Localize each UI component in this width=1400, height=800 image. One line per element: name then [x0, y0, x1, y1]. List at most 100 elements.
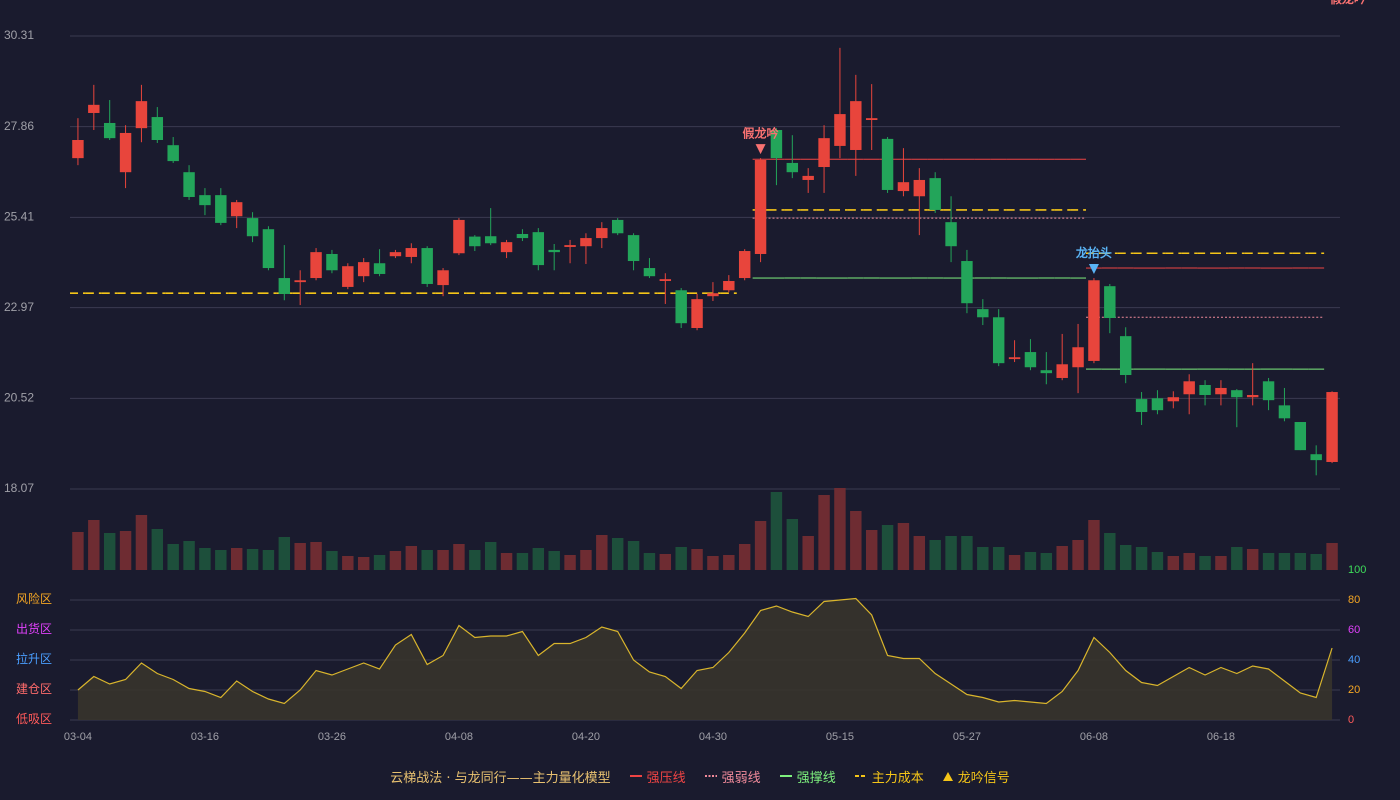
volume-bar — [992, 547, 1005, 570]
candle-body — [691, 299, 703, 329]
x-tick-label: 06-08 — [1080, 731, 1108, 743]
candle-body — [183, 172, 195, 197]
candle-body — [627, 235, 640, 262]
candle-body — [437, 270, 449, 286]
candle-body — [310, 252, 322, 279]
y-tick-label: 25.41 — [4, 210, 34, 224]
candle-body — [516, 234, 529, 239]
candle-body — [723, 281, 735, 291]
candle-body — [1072, 347, 1084, 368]
volume-bar — [230, 548, 243, 570]
candle-body — [1310, 454, 1322, 461]
legend: 云梯战法 · 与龙同行——主力量化模型 强压线 强弱线 强撑线 主力成本 龙吟信号 — [0, 764, 1400, 788]
volume-bar — [961, 536, 973, 570]
candle-body — [580, 238, 592, 247]
candle-body — [1135, 399, 1148, 413]
x-tick-label: 03-16 — [191, 731, 219, 743]
candle-body — [1326, 392, 1338, 462]
volume-bar — [1231, 547, 1243, 570]
volume-bar — [1294, 553, 1307, 570]
x-tick-label: 05-27 — [953, 731, 981, 743]
legend-label: 强压线 — [646, 770, 686, 786]
y-tick-label: 40 — [1348, 654, 1360, 666]
candle-body — [834, 114, 846, 146]
zone-label: 低吸区 — [16, 712, 52, 726]
candle-body — [643, 268, 656, 277]
legend-swatch — [854, 775, 867, 777]
candle-body — [1167, 397, 1180, 402]
legend-title: 云梯战法 · 与龙同行——主力量化模型 — [390, 770, 611, 786]
candle-body — [945, 222, 957, 247]
legend-item: 强撑线 — [779, 767, 836, 786]
indicator-area — [77, 598, 1333, 720]
candle-body — [342, 266, 354, 287]
x-tick-label: 04-20 — [572, 731, 600, 743]
candle-body — [977, 309, 989, 318]
volume-bar — [913, 536, 926, 570]
candle-body — [850, 101, 862, 150]
signal-label: 假龙吟 — [1330, 0, 1366, 6]
signal-label: 龙抬头 — [1076, 245, 1112, 260]
volume-bar — [183, 541, 195, 570]
candle-body — [1056, 364, 1068, 378]
legend-swatch — [779, 775, 792, 777]
volume-bar — [1326, 543, 1338, 570]
volume-bar — [1167, 556, 1180, 570]
candle-body — [135, 101, 148, 129]
volume-bar — [802, 536, 814, 570]
candle-body — [167, 145, 179, 162]
volume-bar — [1278, 553, 1291, 570]
volume-bar — [643, 553, 656, 570]
candle-body — [1199, 385, 1211, 395]
candle-body — [1008, 357, 1021, 360]
candle-body — [786, 162, 799, 173]
volume-bar — [945, 536, 957, 570]
volume-bar — [262, 550, 275, 570]
volume-bar — [596, 535, 608, 570]
candle-body — [1183, 381, 1195, 395]
candle-body — [1262, 381, 1275, 401]
candle-body — [72, 139, 84, 159]
x-tick-label: 04-08 — [445, 731, 473, 743]
zone-label: 建仓区 — [16, 682, 52, 696]
volume-bar — [326, 551, 338, 570]
volume-bar — [199, 548, 211, 570]
candle-body — [151, 117, 164, 140]
volume-bar — [119, 531, 132, 570]
y-tick-label: 30.31 — [4, 28, 34, 42]
candle-body — [500, 242, 513, 253]
candle-body — [1278, 405, 1291, 419]
signal-arrow — [1088, 264, 1099, 275]
candle-body — [278, 278, 291, 294]
candle-body — [881, 138, 894, 190]
candle-body — [754, 159, 767, 254]
candle-body — [484, 236, 497, 244]
volume-bar — [1008, 555, 1021, 570]
volume-bar — [294, 543, 306, 570]
volume-bar — [1183, 553, 1195, 570]
candle-body — [1151, 398, 1164, 411]
candle-body — [548, 249, 560, 253]
y-tick-label: 27.86 — [4, 119, 34, 133]
volume-bar — [1135, 547, 1148, 570]
y-tick-label: 20.52 — [4, 390, 34, 404]
volume-bar — [278, 537, 291, 570]
candle-body — [1294, 422, 1307, 451]
candle-body — [532, 232, 545, 266]
volume-bar — [310, 542, 322, 570]
y-tick-label: 100 — [1348, 564, 1366, 576]
legend-item: 强压线 — [629, 767, 686, 786]
candle-body — [1104, 286, 1116, 319]
volume-bar — [135, 515, 148, 570]
signal-label: 假龙吟 — [743, 125, 779, 140]
volume-bar — [691, 549, 703, 570]
candle-body — [675, 290, 687, 324]
legend-label: 强弱线 — [721, 770, 761, 786]
volume-bar — [103, 533, 116, 570]
legend-item: 强弱线 — [704, 767, 761, 786]
candle-body — [421, 248, 433, 284]
candle-body — [802, 175, 814, 180]
zone-label: 风险区 — [16, 591, 52, 606]
